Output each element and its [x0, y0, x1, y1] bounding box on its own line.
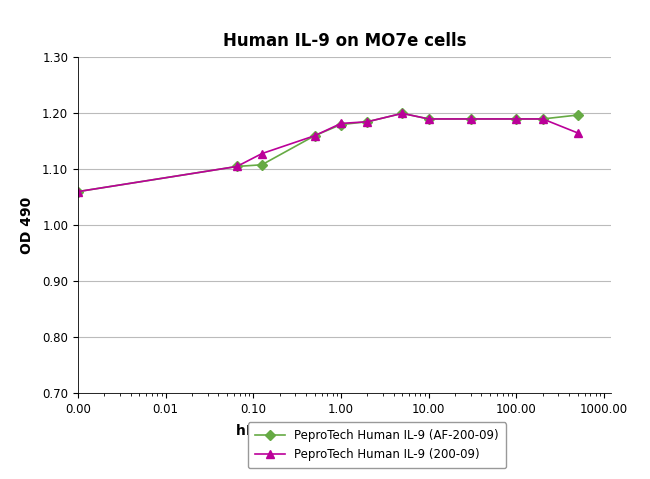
PeproTech Human IL-9 (AF-200-09)	[74, 189, 82, 194]
PeproTech Human IL-9 (200-09)	[258, 151, 266, 157]
PeproTech Human IL-9 (200-09)	[512, 116, 520, 122]
PeproTech Human IL-9 (200-09)	[398, 111, 406, 116]
PeproTech Human IL-9 (200-09)	[539, 116, 547, 122]
PeproTech Human IL-9 (200-09)	[311, 133, 318, 138]
PeproTech Human IL-9 (AF-200-09)	[311, 133, 318, 138]
PeproTech Human IL-9 (200-09)	[363, 119, 371, 125]
X-axis label: hIL-9 Concentration (ng/ml): hIL-9 Concentration (ng/ml)	[236, 424, 453, 438]
PeproTech Human IL-9 (200-09)	[425, 116, 433, 122]
PeproTech Human IL-9 (AF-200-09)	[233, 164, 241, 170]
PeproTech Human IL-9 (200-09)	[74, 189, 82, 194]
Legend: PeproTech Human IL-9 (AF-200-09), PeproTech Human IL-9 (200-09): PeproTech Human IL-9 (AF-200-09), PeproT…	[248, 422, 506, 468]
PeproTech Human IL-9 (AF-200-09)	[574, 112, 582, 118]
PeproTech Human IL-9 (200-09)	[574, 130, 582, 136]
PeproTech Human IL-9 (AF-200-09)	[467, 116, 474, 122]
PeproTech Human IL-9 (AF-200-09)	[539, 116, 547, 122]
Title: Human IL-9 on MO7e cells: Human IL-9 on MO7e cells	[223, 33, 466, 50]
PeproTech Human IL-9 (AF-200-09)	[363, 119, 371, 125]
PeproTech Human IL-9 (AF-200-09)	[512, 116, 520, 122]
PeproTech Human IL-9 (AF-200-09)	[337, 122, 345, 127]
PeproTech Human IL-9 (200-09)	[233, 164, 241, 170]
PeproTech Human IL-9 (AF-200-09)	[258, 162, 266, 168]
Line: PeproTech Human IL-9 (200-09): PeproTech Human IL-9 (200-09)	[74, 109, 582, 196]
PeproTech Human IL-9 (AF-200-09)	[398, 111, 406, 116]
PeproTech Human IL-9 (AF-200-09)	[425, 116, 433, 122]
PeproTech Human IL-9 (200-09)	[467, 116, 474, 122]
Line: PeproTech Human IL-9 (AF-200-09): PeproTech Human IL-9 (AF-200-09)	[75, 110, 581, 195]
PeproTech Human IL-9 (200-09)	[337, 121, 345, 126]
Y-axis label: OD 490: OD 490	[20, 196, 34, 254]
